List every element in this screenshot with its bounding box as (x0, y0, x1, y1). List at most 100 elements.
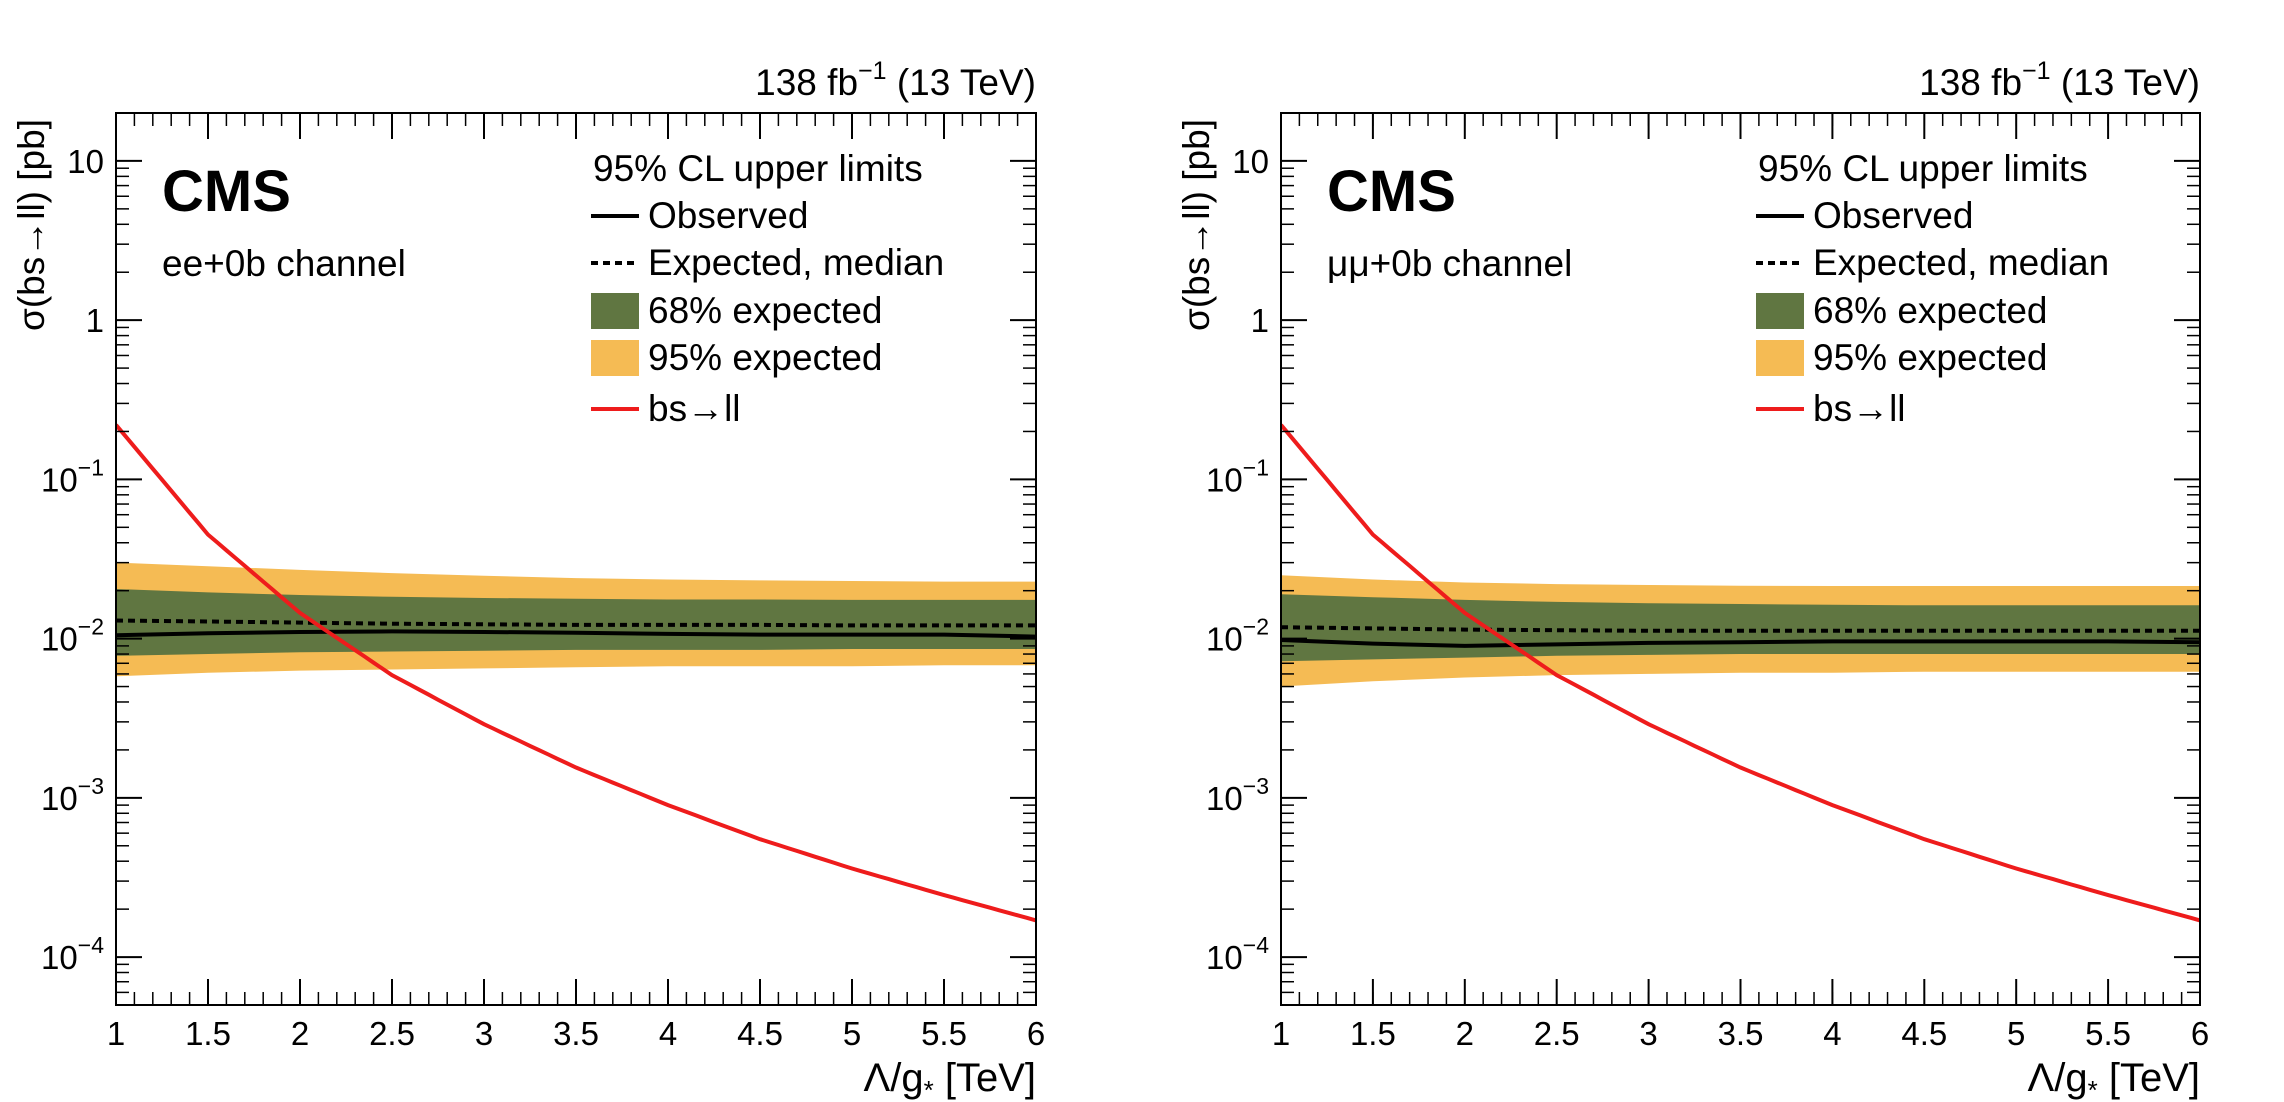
lumi-header: 138 fb−1 (13 TeV) (1919, 57, 2200, 103)
x-tick-label: 3.5 (1718, 1015, 1764, 1052)
y-tick-label: 10 (67, 143, 104, 180)
x-label-sub: * (2088, 1075, 2098, 1102)
y-tick-label: 10−3 (1206, 773, 1269, 817)
x-tick-label: 2 (291, 1015, 309, 1052)
expected-median-line (116, 618, 1036, 628)
x-tick-label: 6 (2191, 1015, 2209, 1052)
lumi-exp: −1 (858, 57, 887, 85)
legend-swatch-68 (591, 293, 639, 329)
expected-median-line (1281, 625, 2200, 633)
band-68-expected (116, 589, 1036, 656)
panel-2: 1 1.5 2 2.5 3 3.5 4 4.5 5 5.5 610110−110−210−310−4… (1176, 57, 2209, 1102)
legend: 95% CL upper limits Observed Expected, med… (591, 148, 944, 429)
x-tick-label: 3 (475, 1015, 493, 1052)
legend-swatch-68 (1756, 293, 1804, 329)
y-tick-exp: −2 (78, 614, 104, 640)
y-tick-exp: −4 (78, 932, 104, 958)
y-tick-label: 1 (86, 302, 104, 339)
legend-title: 95% CL upper limits (593, 148, 923, 189)
legend-entry: Expected, median (1813, 242, 2109, 283)
plot-area (116, 423, 1036, 923)
x-tick-label: 6 (1027, 1015, 1045, 1052)
x-tick-label: 2.5 (369, 1015, 415, 1052)
channel-label: μμ+0b channel (1327, 243, 1572, 284)
x-tick-label: 3 (1639, 1015, 1657, 1052)
x-label-main: Λ/g (2028, 1056, 2088, 1100)
y-tick-label: 10 (1232, 143, 1269, 180)
y-tick-exp: −1 (1243, 454, 1269, 480)
legend-swatch-95 (591, 340, 639, 376)
x-tick-label: 2.5 (1534, 1015, 1580, 1052)
lumi-value: 138 fb (1919, 62, 2022, 103)
x-axis-label: Λ/g* [TeV] (2028, 1056, 2200, 1102)
y-tick-label: 10−3 (41, 773, 104, 817)
y-tick-exp: −2 (1243, 614, 1269, 640)
y-tick-base: 10 (1206, 461, 1243, 498)
lumi-header: 138 fb−1 (13 TeV) (755, 57, 1036, 103)
legend-swatch-95 (1756, 340, 1804, 376)
plot-area (1281, 423, 2200, 923)
y-tick-label: 10−2 (41, 614, 104, 658)
legend-entry: 68% expected (1813, 290, 2048, 331)
observed-line (116, 629, 1036, 639)
legend-title: 95% CL upper limits (1758, 148, 2088, 189)
y-tick-base: 10 (41, 780, 78, 817)
y-tick-base: 10 (41, 939, 78, 976)
energy-label: (13 TeV) (887, 62, 1036, 103)
x-label-main: Λ/g (864, 1056, 924, 1100)
y-tick-label: 10−4 (1206, 932, 1269, 976)
x-tick-label: 2 (1456, 1015, 1474, 1052)
y-tick-label: 1 (1251, 302, 1269, 339)
legend-entry: 95% expected (648, 337, 883, 378)
y-tick-exp: −1 (78, 454, 104, 480)
y-tick-label: 10−1 (1206, 454, 1269, 498)
x-tick-label: 1 (1272, 1015, 1290, 1052)
theory-curve-bs-ll (116, 423, 1036, 923)
cms-logo-text: CMS (1327, 159, 1456, 224)
y-axis-label: σ(bs→ll) [pb] (11, 119, 52, 331)
y-tick-base: 10 (1206, 780, 1243, 817)
lumi-exp: −1 (2022, 57, 2051, 85)
legend-entry: 95% expected (1813, 337, 2048, 378)
panel-1: 1 1.5 2 2.5 3 3.5 4 4.5 5 5.5 610110−110−210−310−4… (11, 57, 1045, 1102)
legend-entry: Expected, median (648, 242, 944, 283)
x-tick-label: 1.5 (1350, 1015, 1396, 1052)
legend-entry: bs→ll (1813, 388, 1906, 429)
channel-label: ee+0b channel (162, 243, 406, 284)
energy-label: (13 TeV) (2051, 62, 2200, 103)
x-tick-label: 5 (2007, 1015, 2025, 1052)
x-tick-label: 4 (659, 1015, 677, 1052)
x-tick-label: 1 (107, 1015, 125, 1052)
x-tick-label: 5.5 (921, 1015, 967, 1052)
y-tick-label: 10−1 (41, 454, 104, 498)
theory-curve-bs-ll (1281, 423, 2200, 923)
x-axis-label: Λ/g* [TeV] (864, 1056, 1036, 1102)
x-tick-label: 3.5 (553, 1015, 599, 1052)
observed-line (1281, 638, 2200, 648)
x-tick-label: 5 (843, 1015, 861, 1052)
legend-entry: bs→ll (648, 388, 741, 429)
y-tick-base: 10 (41, 461, 78, 498)
x-tick-label: 5.5 (2085, 1015, 2131, 1052)
y-tick-exp: −3 (78, 773, 104, 799)
lumi-value: 138 fb (755, 62, 858, 103)
y-tick-base: 10 (1206, 939, 1243, 976)
legend-entry: Observed (1813, 195, 1973, 236)
y-tick-label: 10−2 (1206, 614, 1269, 658)
y-tick-exp: −4 (1243, 932, 1269, 958)
x-tick-label: 1.5 (185, 1015, 231, 1052)
y-tick-label: 10−4 (41, 932, 104, 976)
x-label-unit: [TeV] (934, 1056, 1036, 1100)
x-tick-label: 4.5 (1901, 1015, 1947, 1052)
cms-logo-text: CMS (162, 159, 291, 224)
legend-entry: 68% expected (648, 290, 883, 331)
y-axis-label: σ(bs→ll) [pb] (1176, 119, 1217, 331)
x-label-unit: [TeV] (2098, 1056, 2200, 1100)
x-tick-label: 4.5 (737, 1015, 783, 1052)
legend: 95% CL upper limits Observed Expected, med… (1756, 148, 2109, 429)
x-label-sub: * (924, 1075, 934, 1102)
legend-entry: Observed (648, 195, 808, 236)
y-tick-exp: −3 (1243, 773, 1269, 799)
